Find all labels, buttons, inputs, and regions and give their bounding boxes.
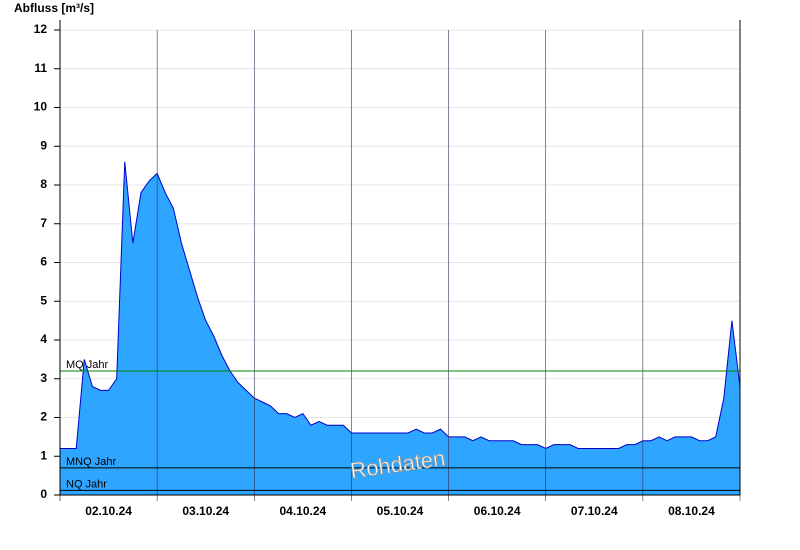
- reference-label: MNQ Jahr: [66, 456, 116, 468]
- y-tick-label: 7: [40, 216, 47, 230]
- y-tick-label: 11: [34, 61, 47, 75]
- x-tick-label: 03.10.24: [182, 504, 229, 518]
- reference-label: NQ Jahr: [66, 478, 107, 490]
- x-tick-label: 08.10.24: [668, 504, 715, 518]
- line: [60, 161, 741, 450]
- x-tick-label: 02.10.24: [85, 504, 132, 518]
- x-tick-label: 04.10.24: [279, 504, 326, 518]
- y-tick-label: 2: [40, 410, 47, 424]
- y-tick-label: 10: [34, 100, 48, 114]
- area: [60, 161, 740, 495]
- y-axis-title: Abfluss [m³/s]: [14, 1, 94, 15]
- x-tick-label: 06.10.24: [474, 504, 521, 518]
- y-tick-label: 5: [40, 293, 47, 307]
- y-tick-label: 6: [40, 255, 47, 269]
- x-tick-label: 07.10.24: [571, 504, 618, 518]
- y-tick-label: 8: [40, 177, 47, 191]
- y-tick-label: 4: [40, 332, 47, 346]
- y-tick-label: 1: [40, 448, 47, 462]
- reference-label: MQ Jahr: [66, 359, 109, 371]
- y-tick-label: 12: [34, 22, 48, 36]
- x-tick-label: 05.10.24: [377, 504, 424, 518]
- y-tick-label: 3: [40, 371, 47, 385]
- y-tick-label: 9: [40, 138, 47, 152]
- y-tick-label: 0: [40, 487, 47, 501]
